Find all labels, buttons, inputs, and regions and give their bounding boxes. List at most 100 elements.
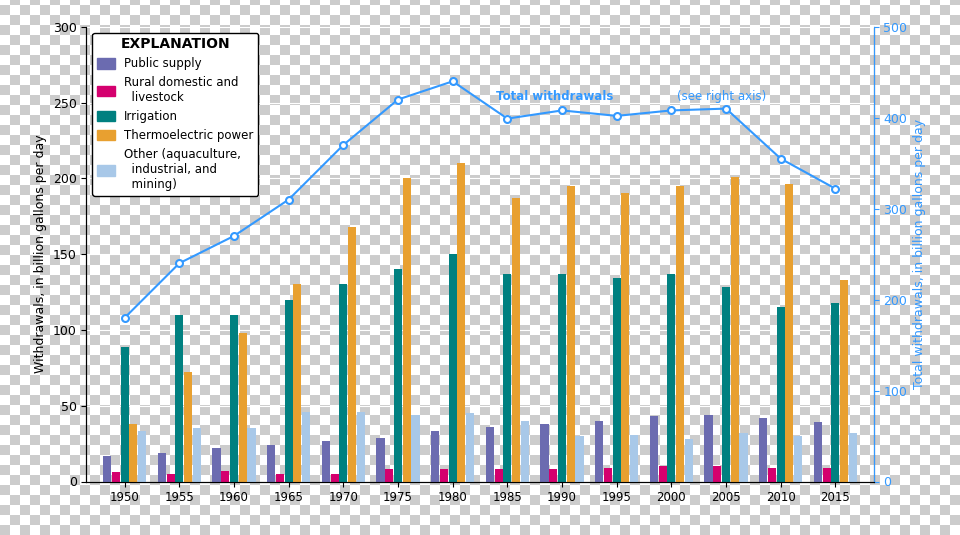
Bar [320,355,330,365]
Bar [680,525,690,535]
Bar [120,445,130,455]
Bar [360,25,370,35]
Bar [930,205,940,215]
Bar [360,395,370,405]
Bar [480,25,490,35]
Bar [40,125,50,135]
Bar [140,185,150,195]
Bar [150,115,160,125]
Bar [190,45,200,55]
Bar [870,365,880,375]
Bar [860,255,870,265]
Bar [890,15,900,25]
Bar [580,435,590,445]
Bar [720,405,730,415]
Bar [490,425,500,435]
Bar [390,215,400,225]
Bar [810,255,820,265]
Bar [300,135,310,145]
Bar [870,435,880,445]
Bar [270,335,280,345]
Bar [370,315,380,325]
Bar [460,75,470,85]
Bar [385,469,394,482]
Bar [450,415,460,425]
Bar [400,195,410,205]
Bar [470,255,480,265]
Bar [480,445,490,455]
Bar [810,285,820,295]
Bar [590,25,600,35]
Bar [900,335,910,345]
Bar [710,155,720,165]
Bar [780,25,790,35]
Bar [870,105,880,115]
Bar [810,265,820,275]
Bar [400,455,410,465]
Bar [450,15,460,25]
Bar [420,255,430,265]
Bar [370,105,380,115]
Bar [20,25,30,35]
Bar [640,375,650,385]
Bar [440,5,450,15]
Bar [230,385,240,395]
Bar [520,145,530,155]
Bar [50,445,60,455]
Bar [460,0,470,5]
Bar [520,55,530,65]
Bar [410,325,420,335]
Bar [630,465,640,475]
Bar [360,125,370,135]
Bar [520,505,530,515]
Bar [630,345,640,355]
Bar [840,85,850,95]
Bar [120,415,130,425]
Bar [750,25,760,35]
Bar [840,65,850,75]
Bar [670,395,680,405]
Bar [370,15,380,25]
Bar [690,165,700,175]
Bar [880,345,890,355]
Bar [290,155,300,165]
Bar [680,465,690,475]
Bar [660,175,670,185]
Bar [290,245,300,255]
Bar [80,105,90,115]
Bar [560,185,570,195]
Bar [330,285,340,295]
Bar [320,445,330,455]
Bar [890,485,900,495]
Bar [610,495,620,505]
Bar [70,475,80,485]
Bar [570,45,580,55]
Bar [310,165,320,175]
Bar [430,515,440,525]
Bar [630,425,640,435]
Bar [490,195,500,205]
Bar [530,425,540,435]
Bar [430,185,440,195]
Bar [30,105,40,115]
Bar [930,215,940,225]
Bar [920,45,930,55]
Bar [910,315,920,325]
Bar [380,315,390,325]
Bar [430,465,440,475]
Bar [50,0,60,5]
Bar [520,485,530,495]
Bar [780,465,790,475]
Bar [320,305,330,315]
Bar [460,415,470,425]
Bar [660,35,670,45]
Bar [760,335,770,345]
Bar [880,65,890,75]
Bar [290,115,300,125]
Bar [210,205,220,215]
Bar [330,175,340,185]
Bar [700,205,710,215]
Bar [770,435,780,445]
Bar [20,145,30,155]
Bar [340,485,350,495]
